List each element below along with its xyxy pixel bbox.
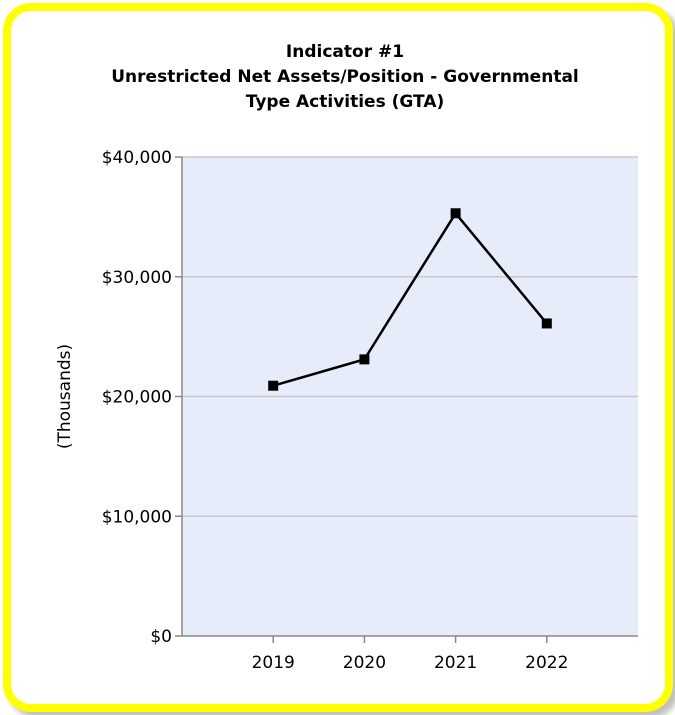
series-line: [272, 212, 548, 387]
x-tick-label: 2021: [434, 653, 477, 673]
x-axis-ticks: 2019 2020 2021 2022: [252, 636, 568, 673]
chart-title-line-3: Type Activities (GTA): [245, 92, 445, 112]
x-tick-label: 2019: [252, 653, 295, 673]
y-axis-label: (Thousands): [55, 344, 75, 449]
y-axis-ticks: $0 $10,000 $20,000 $30,000 $40,000: [102, 148, 182, 647]
y-tick-label: $40,000: [102, 148, 172, 168]
y-tick-label: $10,000: [102, 507, 172, 527]
series-group: [268, 208, 552, 391]
data-point-marker: [359, 354, 370, 365]
x-tick-label: 2020: [343, 653, 386, 673]
x-tick-label: 2022: [525, 653, 568, 673]
chart-title-line-2: Unrestricted Net Assets/Position - Gover…: [111, 67, 579, 87]
y-tick-label: $30,000: [102, 268, 172, 288]
chart-title: Indicator #1 Unrestricted Net Assets/Pos…: [40, 40, 650, 115]
y-tick-label: $20,000: [102, 388, 172, 408]
gridlines: [182, 156, 638, 517]
data-point-marker: [268, 380, 279, 391]
data-point-marker: [450, 208, 461, 219]
chart-title-line-1: Indicator #1: [285, 42, 405, 62]
data-point-marker: [541, 318, 552, 329]
y-tick-label: $0: [150, 627, 172, 647]
